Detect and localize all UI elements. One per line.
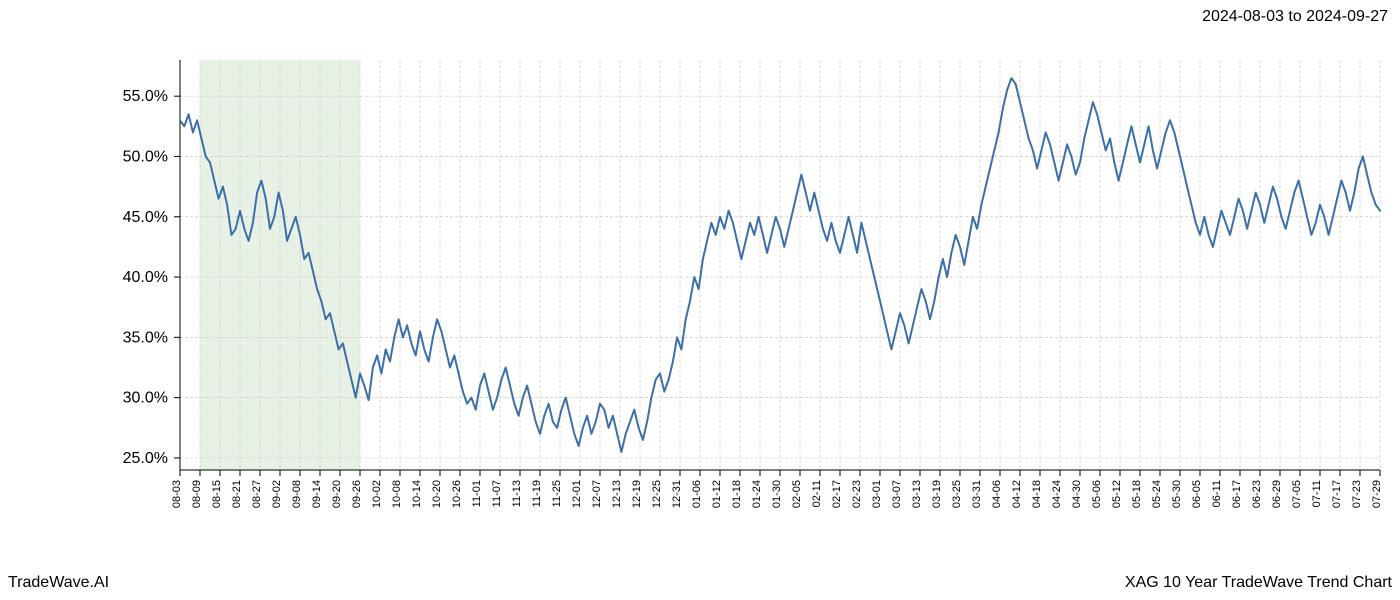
svg-text:04-06: 04-06 — [991, 480, 1003, 508]
svg-text:12-25: 12-25 — [651, 480, 663, 508]
svg-text:12-01: 12-01 — [571, 480, 583, 508]
svg-text:09-14: 09-14 — [311, 480, 323, 508]
svg-text:08-03: 08-03 — [171, 480, 183, 508]
svg-text:05-30: 05-30 — [1171, 480, 1183, 508]
svg-text:01-30: 01-30 — [771, 480, 783, 508]
svg-text:09-02: 09-02 — [271, 480, 283, 508]
svg-text:08-09: 08-09 — [191, 480, 203, 508]
svg-text:02-05: 02-05 — [791, 480, 803, 508]
svg-text:01-24: 01-24 — [751, 480, 763, 508]
svg-text:35.0%: 35.0% — [123, 329, 168, 346]
svg-text:08-15: 08-15 — [211, 480, 223, 508]
svg-text:45.0%: 45.0% — [123, 209, 168, 226]
svg-text:09-08: 09-08 — [291, 480, 303, 508]
svg-text:09-20: 09-20 — [331, 480, 343, 508]
svg-text:25.0%: 25.0% — [123, 450, 168, 467]
svg-text:02-23: 02-23 — [851, 480, 863, 508]
svg-text:10-20: 10-20 — [431, 480, 443, 508]
svg-text:05-06: 05-06 — [1091, 480, 1103, 508]
svg-text:30.0%: 30.0% — [123, 390, 168, 407]
svg-text:03-13: 03-13 — [911, 480, 923, 508]
svg-text:10-14: 10-14 — [411, 480, 423, 508]
svg-text:11-25: 11-25 — [551, 480, 563, 507]
svg-text:03-07: 03-07 — [891, 480, 903, 508]
svg-text:04-30: 04-30 — [1071, 480, 1083, 508]
svg-text:01-06: 01-06 — [691, 480, 703, 508]
svg-text:02-11: 02-11 — [811, 480, 823, 507]
svg-text:11-13: 11-13 — [511, 480, 523, 507]
svg-text:07-17: 07-17 — [1331, 480, 1343, 508]
svg-text:12-19: 12-19 — [631, 480, 643, 508]
svg-text:11-07: 11-07 — [491, 480, 503, 507]
chart-svg: 25.0% 30.0% 35.0% 40.0% 45.0% 50.0% 55.0% 08-03… — [0, 40, 1400, 560]
svg-text:02-17: 02-17 — [831, 480, 843, 508]
svg-text:06-29: 06-29 — [1271, 480, 1283, 508]
svg-text:40.0%: 40.0% — [123, 269, 168, 286]
svg-text:12-07: 12-07 — [591, 480, 603, 508]
svg-text:08-21: 08-21 — [231, 480, 243, 508]
svg-text:10-26: 10-26 — [451, 480, 463, 508]
svg-text:55.0%: 55.0% — [123, 88, 168, 105]
svg-text:01-18: 01-18 — [731, 480, 743, 508]
svg-text:05-18: 05-18 — [1131, 480, 1143, 508]
svg-text:04-24: 04-24 — [1051, 480, 1063, 508]
svg-text:10-08: 10-08 — [391, 480, 403, 508]
svg-text:03-31: 03-31 — [971, 480, 983, 508]
svg-text:04-18: 04-18 — [1031, 480, 1043, 508]
svg-text:50.0%: 50.0% — [123, 148, 168, 165]
svg-text:03-01: 03-01 — [871, 480, 883, 508]
svg-text:03-25: 03-25 — [951, 480, 963, 508]
svg-text:07-23: 07-23 — [1351, 480, 1363, 508]
svg-text:06-11: 06-11 — [1211, 480, 1223, 507]
svg-text:12-13: 12-13 — [611, 480, 623, 508]
chart-title: XAG 10 Year TradeWave Trend Chart — [1125, 574, 1392, 592]
svg-text:03-19: 03-19 — [931, 480, 943, 508]
svg-text:06-05: 06-05 — [1191, 480, 1203, 508]
brand-label: TradeWave.AI — [8, 574, 109, 592]
svg-text:07-11: 07-11 — [1311, 480, 1323, 507]
svg-text:05-12: 05-12 — [1111, 480, 1123, 508]
svg-text:01-12: 01-12 — [711, 480, 723, 508]
svg-text:11-01: 11-01 — [471, 480, 483, 507]
svg-text:12-31: 12-31 — [671, 480, 683, 508]
svg-text:09-26: 09-26 — [351, 480, 363, 508]
trend-chart: 25.0% 30.0% 35.0% 40.0% 45.0% 50.0% 55.0% 08-03… — [0, 40, 1400, 560]
svg-text:11-19: 11-19 — [531, 480, 543, 507]
svg-text:06-17: 06-17 — [1231, 480, 1243, 508]
svg-text:07-05: 07-05 — [1291, 480, 1303, 508]
svg-text:08-27: 08-27 — [251, 480, 263, 508]
svg-text:10-02: 10-02 — [371, 480, 383, 508]
date-range-label: 2024-08-03 to 2024-09-27 — [1202, 8, 1388, 26]
svg-text:05-24: 05-24 — [1151, 480, 1163, 508]
svg-text:07-29: 07-29 — [1371, 480, 1383, 508]
svg-text:04-12: 04-12 — [1011, 480, 1023, 508]
svg-text:06-23: 06-23 — [1251, 480, 1263, 508]
